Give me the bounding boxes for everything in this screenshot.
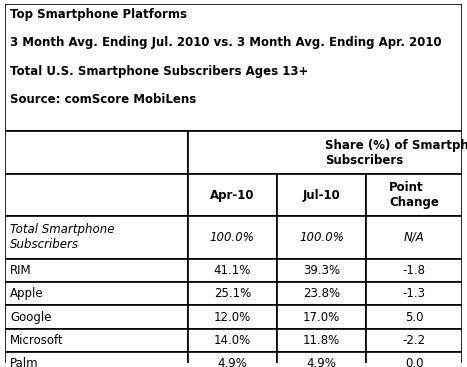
Text: 39.3%: 39.3% (303, 264, 340, 277)
Text: 23.8%: 23.8% (303, 287, 340, 300)
Bar (188, 131, 462, 174)
Text: Apple: Apple (10, 287, 44, 300)
Bar (188, 352, 277, 367)
Bar (366, 329, 462, 352)
Text: Total U.S. Smartphone Subscribers Ages 13+: Total U.S. Smartphone Subscribers Ages 1… (10, 65, 309, 78)
Text: Jul-10: Jul-10 (303, 189, 340, 201)
Text: -1.8: -1.8 (403, 264, 426, 277)
Text: 14.0%: 14.0% (214, 334, 251, 347)
Bar (5, 259, 188, 282)
Text: 100.0%: 100.0% (299, 231, 344, 244)
Text: 17.0%: 17.0% (303, 310, 340, 324)
Bar (277, 174, 366, 216)
Text: 25.1%: 25.1% (214, 287, 251, 300)
Bar (188, 305, 277, 329)
Text: 100.0%: 100.0% (210, 231, 255, 244)
Text: -1.3: -1.3 (403, 287, 426, 300)
Bar (188, 216, 277, 259)
Text: 3 Month Avg. Ending Jul. 2010 vs. 3 Month Avg. Ending Apr. 2010: 3 Month Avg. Ending Jul. 2010 vs. 3 Mont… (10, 36, 442, 49)
Bar (5, 352, 188, 367)
Bar (366, 305, 462, 329)
Text: 41.1%: 41.1% (214, 264, 251, 277)
Text: Palm: Palm (10, 357, 39, 367)
Bar (5, 329, 188, 352)
Text: Point
Change: Point Change (389, 181, 439, 209)
Bar (366, 259, 462, 282)
Bar (277, 216, 366, 259)
Bar (366, 352, 462, 367)
Bar (5, 174, 188, 216)
Text: Apr-10: Apr-10 (210, 189, 255, 201)
Bar (188, 282, 277, 305)
Text: Top Smartphone Platforms: Top Smartphone Platforms (10, 8, 187, 21)
Bar (366, 282, 462, 305)
Bar (5, 216, 188, 259)
Bar (277, 282, 366, 305)
Text: Share (%) of Smartphone
Subscribers: Share (%) of Smartphone Subscribers (325, 139, 467, 167)
Text: Microsoft: Microsoft (10, 334, 64, 347)
Text: 11.8%: 11.8% (303, 334, 340, 347)
Bar (277, 352, 366, 367)
Text: 5.0: 5.0 (405, 310, 424, 324)
Text: Total Smartphone
Subscribers: Total Smartphone Subscribers (10, 224, 115, 251)
Bar (277, 305, 366, 329)
Bar (188, 329, 277, 352)
Bar (5, 282, 188, 305)
Text: 0.0: 0.0 (405, 357, 424, 367)
Text: RIM: RIM (10, 264, 32, 277)
Text: 4.9%: 4.9% (307, 357, 337, 367)
Text: 4.9%: 4.9% (218, 357, 248, 367)
Bar (277, 259, 366, 282)
Bar (277, 329, 366, 352)
Bar (188, 259, 277, 282)
Bar (366, 216, 462, 259)
Text: Google: Google (10, 310, 52, 324)
Bar (188, 174, 277, 216)
Text: Source: comScore MobiLens: Source: comScore MobiLens (10, 93, 197, 106)
Bar (5, 131, 188, 174)
Text: -2.2: -2.2 (403, 334, 426, 347)
Bar (5, 4, 462, 131)
Bar (366, 174, 462, 216)
Bar (5, 305, 188, 329)
Text: 12.0%: 12.0% (214, 310, 251, 324)
Text: N/A: N/A (404, 231, 425, 244)
